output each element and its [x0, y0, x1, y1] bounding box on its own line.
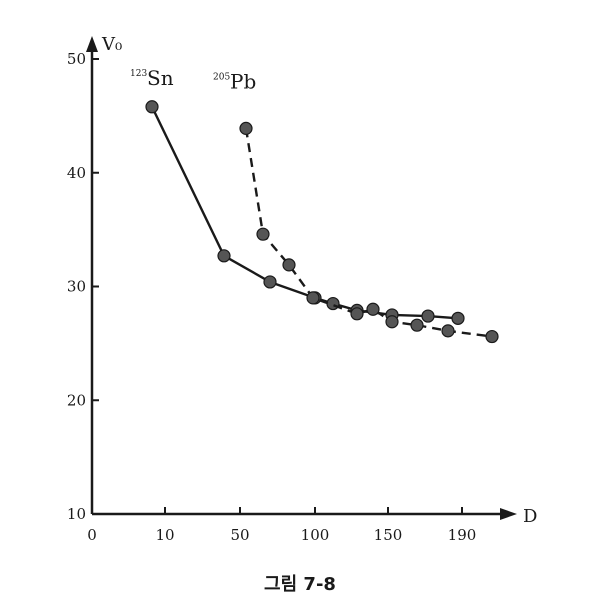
series-line-sn: [150, 106, 459, 320]
data-point-sn-8: [451, 311, 465, 325]
data-point-pb-8: [441, 324, 455, 338]
data-point-pb-5: [366, 302, 380, 316]
y-axis-arrow: [86, 36, 98, 52]
x-tick-label-190: 190: [448, 526, 477, 544]
y-tick-label-10: 10: [67, 505, 86, 523]
data-point-sn-7: [421, 309, 435, 323]
data-point-sn-2: [263, 275, 277, 289]
data-point-pb-9: [485, 329, 499, 344]
data-point-sn-0: [145, 100, 159, 114]
x-axis-arrow: [500, 508, 517, 520]
data-point-pb-4: [350, 307, 364, 321]
x-axis-title: D: [523, 506, 537, 527]
y-tick-label-40: 40: [67, 164, 86, 182]
y-tick-label-50: 50: [67, 50, 86, 68]
x-tick-label-0: 0: [87, 526, 97, 544]
data-point-sn-1: [217, 249, 231, 263]
data-point-pb-3: [306, 291, 320, 305]
figure-caption: 그림 7-8: [264, 574, 336, 595]
series-name-label: Pb: [230, 69, 256, 93]
series-name-label: Sn: [147, 66, 174, 90]
series-sn: 123 Sn: [130, 66, 465, 325]
data-point-pb-6: [385, 315, 399, 329]
series-isotope-label: 205: [213, 72, 230, 82]
data-point-pb-0: [239, 121, 253, 135]
x-tick-label-50: 50: [230, 526, 249, 544]
data-point-pb-1: [256, 227, 270, 241]
series-line-pb: [244, 128, 493, 338]
x-tick-label-100: 100: [301, 526, 330, 544]
y-axis-title: V₀: [101, 34, 122, 55]
x-tick-label-10: 10: [155, 526, 174, 544]
data-point-pb-7: [410, 318, 424, 332]
series-pb: 205 Pb: [213, 69, 499, 344]
y-tick-label-30: 30: [67, 278, 86, 296]
y-tick-label-20: 20: [67, 391, 86, 409]
series-layer: 123 Sn 205 Pb: [130, 66, 499, 344]
axes: [86, 36, 517, 520]
data-point-pb-2: [282, 258, 296, 272]
series-isotope-label: 123: [130, 69, 147, 79]
x-tick-label-150: 150: [374, 526, 403, 544]
